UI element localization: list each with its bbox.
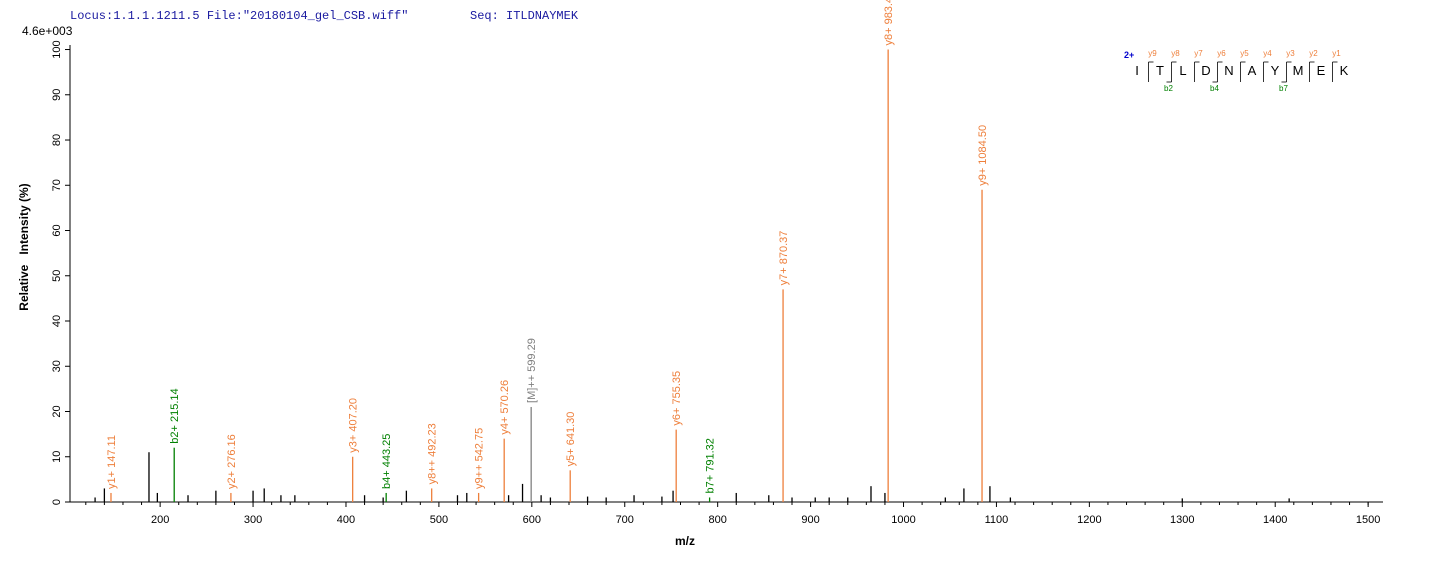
- x-tick-label: 800: [708, 514, 726, 526]
- y-axis-label: Relative Intensity (%): [17, 183, 31, 310]
- residue: K: [1340, 63, 1349, 78]
- y-tick-label: 60: [51, 224, 63, 236]
- residue: M: [1293, 63, 1304, 78]
- x-tick-label: 1000: [891, 514, 915, 526]
- residue: A: [1248, 63, 1257, 78]
- x-tick-label: 1300: [1170, 514, 1194, 526]
- y-ion-label: y6: [1217, 49, 1226, 58]
- peak-label: y7+ 870.37: [778, 231, 790, 286]
- x-tick-label: 400: [337, 514, 355, 526]
- y-ion-label: y4: [1263, 49, 1272, 58]
- y-tick-label: 30: [51, 360, 63, 372]
- residue: N: [1224, 63, 1233, 78]
- x-tick-label: 700: [616, 514, 634, 526]
- y-ion-label: y7: [1194, 49, 1203, 58]
- charge-label: 2+: [1124, 50, 1134, 60]
- residue: D: [1201, 63, 1210, 78]
- y-ion-label: y8: [1171, 49, 1180, 58]
- residue: T: [1156, 63, 1164, 78]
- peak-label: y9+ 1084.50: [977, 125, 989, 186]
- peak-label: b2+ 215.14: [169, 388, 181, 443]
- peak-label: y9++ 542.75: [474, 428, 486, 489]
- y-tick-label: 90: [51, 89, 63, 101]
- y-ion-label: y5: [1240, 49, 1249, 58]
- sequence-label: Seq: ITLDNAYMEK: [470, 9, 579, 23]
- b-ion-label: b7: [1279, 84, 1288, 93]
- b-ion-label: b2: [1164, 84, 1173, 93]
- x-tick-label: 1200: [1077, 514, 1101, 526]
- peak-label: y1+ 147.11: [106, 435, 118, 489]
- peak-label: y8+ 983.46: [883, 0, 895, 46]
- y-tick-label: 80: [51, 134, 63, 146]
- peak-label: [M]++ 599.29: [526, 338, 538, 403]
- y-ion-label: y3: [1286, 49, 1295, 58]
- x-tick-label: 600: [523, 514, 541, 526]
- peak-label: y4+ 570.26: [499, 380, 511, 435]
- peak-label: y5+ 641.30: [565, 412, 577, 467]
- y-tick-label: 40: [51, 315, 63, 327]
- x-tick-label: 200: [151, 514, 169, 526]
- peak-label: y2+ 276.16: [226, 434, 238, 489]
- x-tick-label: 1100: [985, 514, 1009, 526]
- residue: E: [1317, 63, 1326, 78]
- peak-label: y3+ 407.20: [348, 398, 360, 453]
- y-tick-label: 20: [51, 405, 63, 417]
- x-axis-label: m/z: [675, 534, 695, 548]
- residue: I: [1135, 63, 1139, 78]
- b-ion-label: b4: [1210, 84, 1219, 93]
- y-scale-label: 4.6e+003: [22, 24, 73, 38]
- y-ion-label: y2: [1309, 49, 1318, 58]
- peak-label: b4+ 443.25: [381, 434, 393, 489]
- y-ion-label: y9: [1148, 49, 1157, 58]
- peak-label: b7+ 791.32: [705, 438, 717, 493]
- y-tick-label: 70: [51, 179, 63, 191]
- x-tick-label: 900: [801, 514, 819, 526]
- peak-label: y8++ 492.23: [427, 423, 439, 484]
- y-tick-label: 0: [51, 499, 63, 505]
- y-tick-label: 10: [51, 451, 63, 463]
- chart-title: Locus:1.1.1.1211.5 File:"20180104_gel_CS…: [70, 9, 408, 23]
- y-tick-label: 100: [51, 40, 63, 58]
- x-tick-label: 500: [430, 514, 448, 526]
- residue: Y: [1271, 63, 1280, 78]
- x-tick-label: 1400: [1263, 514, 1287, 526]
- residue: L: [1179, 63, 1186, 78]
- y-tick-label: 50: [51, 270, 63, 282]
- x-tick-label: 1500: [1356, 514, 1380, 526]
- peak-label: y6+ 755.35: [671, 371, 683, 426]
- x-tick-label: 300: [244, 514, 262, 526]
- y-ion-label: y1: [1332, 49, 1341, 58]
